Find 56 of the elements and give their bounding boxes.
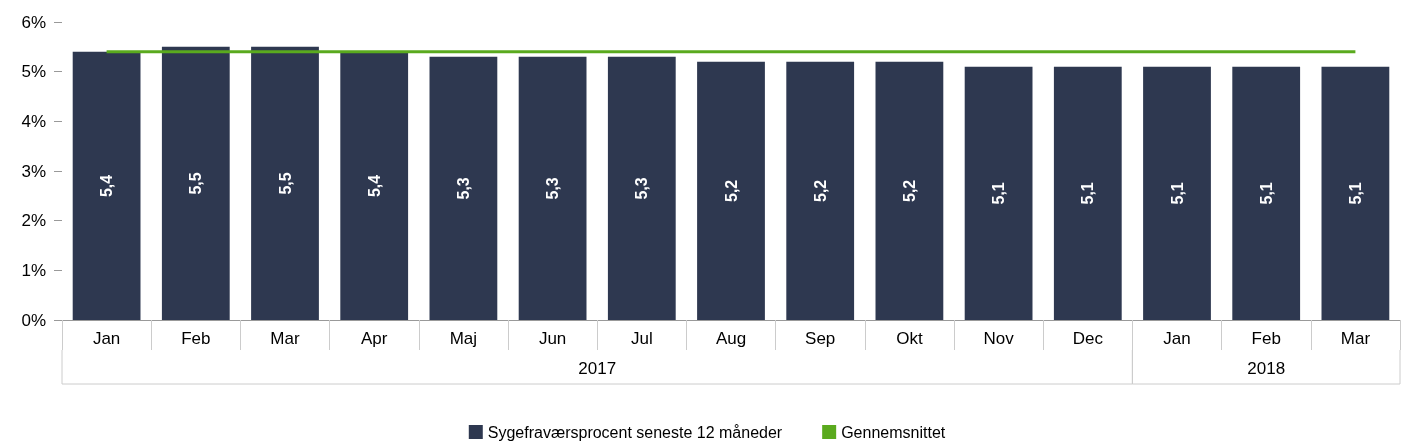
data-label: 5,1 <box>1168 182 1186 205</box>
legend-label: Sygefraværsprocent seneste 12 måneder <box>487 423 783 441</box>
bar <box>964 66 1033 320</box>
x-tick-label: Jun <box>538 329 567 348</box>
bar <box>697 61 765 320</box>
x-tick-label: Feb <box>1251 329 1281 348</box>
bar <box>251 46 319 320</box>
y-tick-label: 1% <box>21 260 46 280</box>
bar <box>161 46 230 320</box>
text: 2018 <box>1247 358 1286 378</box>
bar <box>786 61 855 320</box>
bar <box>875 61 944 320</box>
y-tick-label: 5% <box>21 62 46 82</box>
text: 2017 <box>578 358 617 378</box>
data-label: 5,3 <box>544 177 562 200</box>
data-label: 5,1 <box>1257 182 1275 205</box>
x-tick-label: Nov <box>983 329 1015 348</box>
x-tick-label: Jan <box>92 329 121 348</box>
bar <box>429 56 498 320</box>
y-tick-label: 0% <box>21 310 46 330</box>
data-label: 5,1 <box>990 182 1008 205</box>
data-label: 5,4 <box>98 174 116 198</box>
x-tick-label: Jan <box>1163 329 1191 348</box>
x-tick-label: Okt <box>896 329 923 348</box>
x-tick-label: Aug <box>715 329 747 348</box>
bar <box>1053 66 1122 320</box>
bar <box>607 56 676 320</box>
data-label: 5,3 <box>454 177 472 200</box>
data-label: 5,5 <box>187 172 205 195</box>
x-tick-label: Mar <box>270 329 300 348</box>
data-label: 5,4 <box>365 174 383 198</box>
y-tick-label: 4% <box>21 111 46 131</box>
data-label: 5,1 <box>1346 182 1364 205</box>
x-tick-label: Sep <box>805 329 836 348</box>
data-label: 5,2 <box>900 179 918 202</box>
x-tick-label: Maj <box>449 329 478 348</box>
bar <box>1321 66 1390 320</box>
x-tick-label: Dec <box>1072 329 1104 348</box>
bar <box>518 56 587 320</box>
x-tick-label: Apr <box>360 329 388 348</box>
data-label: 5,3 <box>633 177 651 200</box>
x-tick-label: Jul <box>630 329 653 348</box>
bar <box>1143 66 1211 320</box>
data-label: 5,1 <box>1079 182 1097 205</box>
x-tick-label: Mar <box>1340 329 1371 348</box>
y-tick-label: 2% <box>21 211 46 231</box>
bar <box>1232 66 1301 320</box>
legend-label: Gennemsnittet <box>841 423 946 441</box>
data-label: 5,5 <box>276 172 294 195</box>
y-tick-label: 6% <box>21 12 46 32</box>
y-tick-label: 3% <box>21 161 46 181</box>
bar <box>340 51 409 320</box>
data-label: 5,2 <box>811 179 829 202</box>
data-label: 5,2 <box>722 179 740 202</box>
x-tick-label: Feb <box>181 329 211 348</box>
bar <box>72 51 141 320</box>
